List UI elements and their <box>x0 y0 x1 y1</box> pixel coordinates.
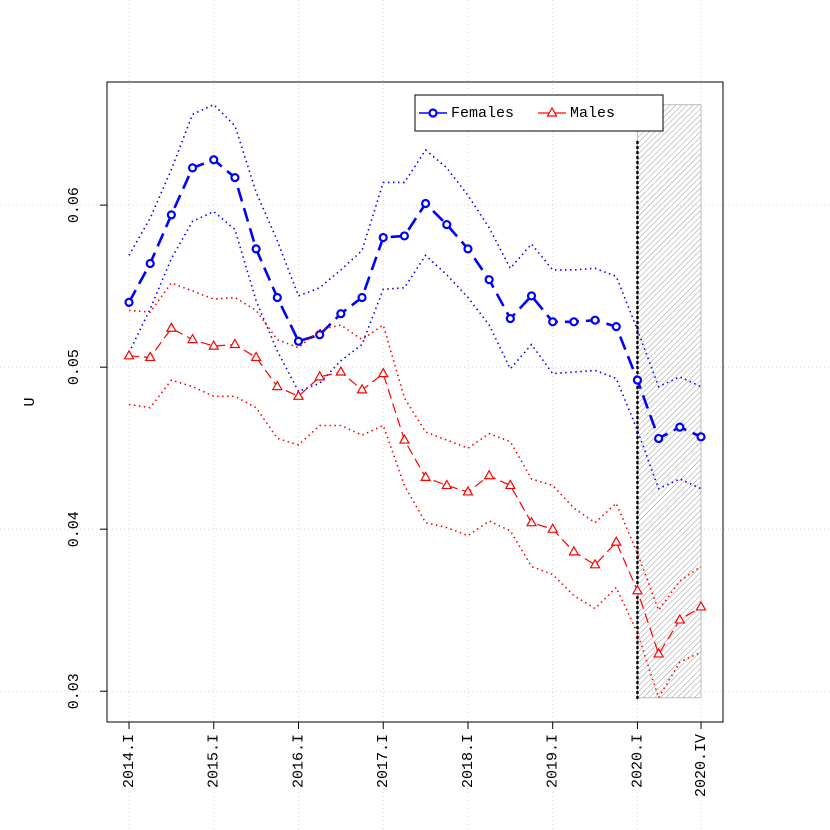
point <box>484 275 494 285</box>
point <box>568 545 580 556</box>
point <box>653 647 665 658</box>
point <box>611 322 621 332</box>
point <box>441 479 453 490</box>
point <box>420 198 431 209</box>
forecast-region <box>636 104 702 699</box>
point <box>293 336 304 346</box>
legend-marker <box>428 108 438 118</box>
point <box>463 244 473 254</box>
point <box>654 433 664 444</box>
legend-label: Females <box>451 105 514 122</box>
y-tick-label: 0.05 <box>66 349 83 385</box>
point <box>292 390 305 400</box>
x-tick-label: 2020.IV <box>693 734 710 797</box>
x-tick-label: 2016.I <box>290 734 307 788</box>
point <box>526 291 537 301</box>
point <box>165 322 177 332</box>
point <box>525 516 538 527</box>
y-axis-label: U <box>22 397 39 406</box>
point <box>272 292 282 303</box>
point <box>209 155 219 165</box>
point <box>123 349 135 360</box>
point <box>547 522 559 533</box>
x-tick-label: 2018.I <box>460 734 477 788</box>
point <box>229 338 241 349</box>
point <box>378 232 388 243</box>
point <box>483 469 495 480</box>
point <box>271 380 283 391</box>
x-tick-label: 2019.I <box>545 734 562 788</box>
plot-frame <box>106 81 724 723</box>
point <box>590 315 600 325</box>
point <box>357 292 367 303</box>
point <box>166 210 176 220</box>
y-tick-label: 0.06 <box>66 187 83 223</box>
point <box>230 172 240 183</box>
x-tick-label: 2017.I <box>375 734 392 788</box>
y-tick-label: 0.04 <box>66 511 83 547</box>
confidence-band <box>128 210 702 490</box>
point <box>631 584 643 595</box>
point <box>145 258 155 269</box>
point <box>462 485 474 496</box>
point <box>674 613 686 624</box>
legend-marker <box>546 106 558 117</box>
point <box>548 317 558 327</box>
point <box>589 558 601 569</box>
legend-label: Males <box>570 105 615 122</box>
point <box>399 231 410 241</box>
point <box>632 375 643 385</box>
point <box>144 351 156 362</box>
point <box>335 365 347 376</box>
point <box>187 163 198 173</box>
point <box>187 333 199 344</box>
point <box>569 317 579 327</box>
point <box>505 313 515 324</box>
point <box>420 471 432 481</box>
point <box>398 433 410 444</box>
point <box>696 432 706 442</box>
confidence-band <box>128 103 702 388</box>
series-line <box>127 158 702 441</box>
y-tick-label: 0.03 <box>66 673 83 709</box>
point <box>315 330 325 340</box>
x-tick-label: 2014.I <box>121 734 138 788</box>
point <box>610 535 622 546</box>
legend: Females Males <box>414 94 664 132</box>
point <box>356 383 368 394</box>
x-tick-label: 2020.I <box>629 734 646 788</box>
point <box>208 339 220 350</box>
point <box>250 351 262 362</box>
point <box>442 219 452 230</box>
x-tick-label: 2015.I <box>206 734 223 788</box>
point <box>675 422 685 432</box>
confidence-band <box>128 281 702 612</box>
series-line <box>128 327 702 656</box>
point <box>336 309 346 319</box>
point <box>377 367 389 378</box>
point <box>695 600 707 611</box>
point <box>314 370 326 381</box>
point <box>124 297 134 307</box>
point <box>504 479 516 490</box>
point <box>251 244 261 254</box>
